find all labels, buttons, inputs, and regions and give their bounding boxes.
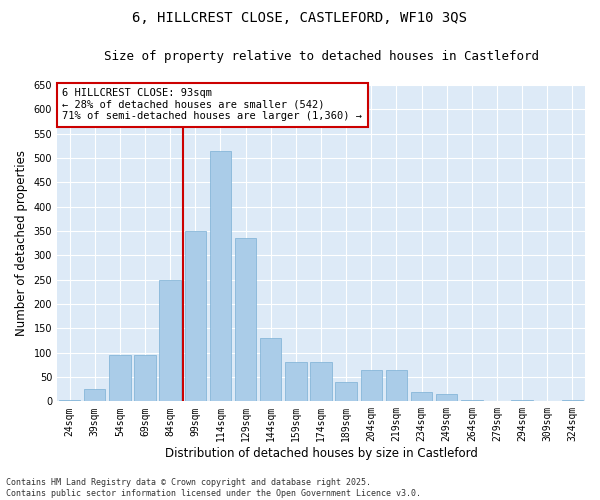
Text: Contains HM Land Registry data © Crown copyright and database right 2025.
Contai: Contains HM Land Registry data © Crown c… xyxy=(6,478,421,498)
Bar xyxy=(335,382,357,402)
Bar xyxy=(235,238,256,402)
Bar xyxy=(160,280,181,402)
Bar xyxy=(285,362,307,402)
Bar xyxy=(210,150,231,402)
Bar xyxy=(59,400,80,402)
Title: Size of property relative to detached houses in Castleford: Size of property relative to detached ho… xyxy=(104,50,539,63)
Bar xyxy=(562,400,583,402)
Bar xyxy=(109,355,131,402)
Bar xyxy=(310,362,332,402)
Bar xyxy=(84,389,106,402)
Text: 6, HILLCREST CLOSE, CASTLEFORD, WF10 3QS: 6, HILLCREST CLOSE, CASTLEFORD, WF10 3QS xyxy=(133,11,467,25)
Bar xyxy=(386,370,407,402)
Y-axis label: Number of detached properties: Number of detached properties xyxy=(15,150,28,336)
Bar xyxy=(361,370,382,402)
X-axis label: Distribution of detached houses by size in Castleford: Distribution of detached houses by size … xyxy=(164,447,478,460)
Bar xyxy=(185,231,206,402)
Bar xyxy=(260,338,281,402)
Bar xyxy=(134,355,156,402)
Text: 6 HILLCREST CLOSE: 93sqm
← 28% of detached houses are smaller (542)
71% of semi-: 6 HILLCREST CLOSE: 93sqm ← 28% of detach… xyxy=(62,88,362,122)
Bar xyxy=(436,394,457,402)
Bar xyxy=(511,400,533,402)
Bar xyxy=(411,392,432,402)
Bar xyxy=(461,400,482,402)
